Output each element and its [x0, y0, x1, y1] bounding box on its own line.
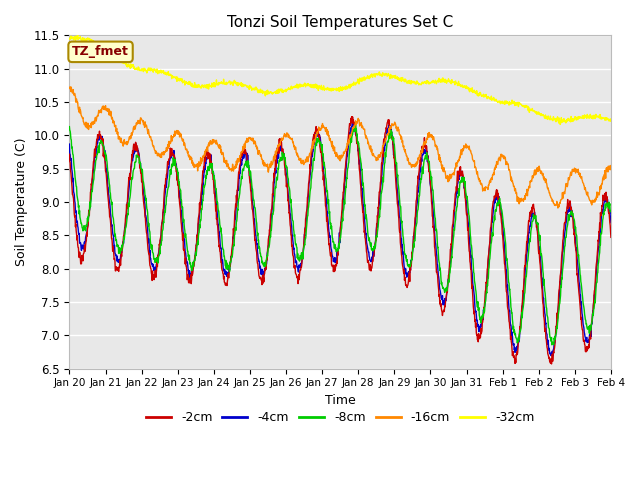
Legend: -2cm, -4cm, -8cm, -16cm, -32cm: -2cm, -4cm, -8cm, -16cm, -32cm: [141, 406, 540, 429]
Y-axis label: Soil Temperature (C): Soil Temperature (C): [15, 138, 28, 266]
X-axis label: Time: Time: [324, 394, 356, 407]
Text: TZ_fmet: TZ_fmet: [72, 45, 129, 59]
Title: Tonzi Soil Temperatures Set C: Tonzi Soil Temperatures Set C: [227, 15, 453, 30]
